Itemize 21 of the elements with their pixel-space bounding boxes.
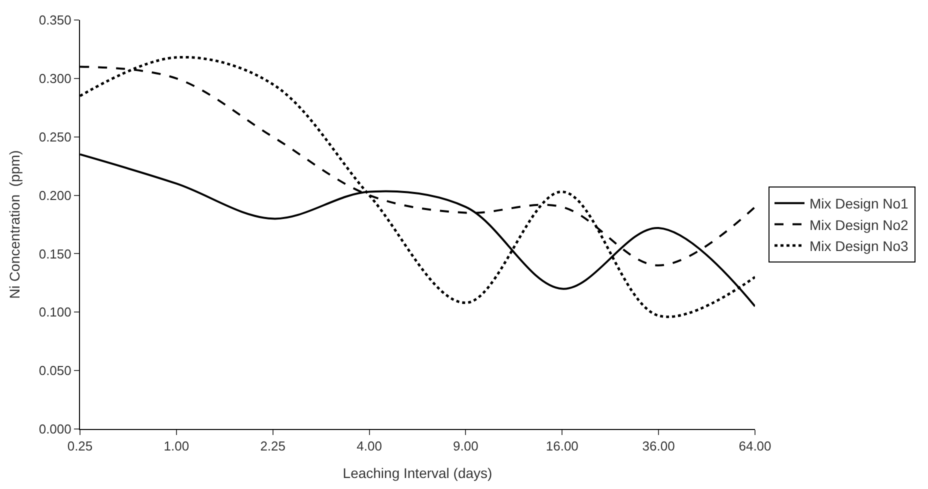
x-tick-label: 4.00 xyxy=(356,438,382,454)
y-tick-label: 0.200 xyxy=(38,188,72,203)
y-tick-label: 0.100 xyxy=(38,304,72,320)
y-tick-label: 0.350 xyxy=(38,12,72,28)
x-axis-title: Leaching Interval (days) xyxy=(342,464,492,481)
x-tick-label: 36.00 xyxy=(642,438,675,454)
legend-label: Mix Design No3 xyxy=(810,238,909,254)
y-tick-label: 0.250 xyxy=(38,129,72,144)
legend-label: Mix Design No2 xyxy=(810,216,909,233)
x-tick-label: 64.00 xyxy=(738,438,772,454)
x-tick-label: 0.25 xyxy=(67,438,93,454)
x-tick-label: 1.00 xyxy=(164,438,190,454)
y-tick-label: 0.150 xyxy=(38,246,72,262)
legend-label: Mix Design No1 xyxy=(810,196,909,212)
y-tick-label: 0.300 xyxy=(38,70,72,86)
x-tick-label: 2.25 xyxy=(260,438,286,454)
x-tick-label: 16.00 xyxy=(546,438,578,454)
y-axis-title: Ni Concentration (ppm) xyxy=(6,150,22,299)
y-tick-label: 0.000 xyxy=(38,422,72,437)
y-tick-label: 0.050 xyxy=(38,363,72,378)
x-tick-label: 9.00 xyxy=(453,438,478,454)
